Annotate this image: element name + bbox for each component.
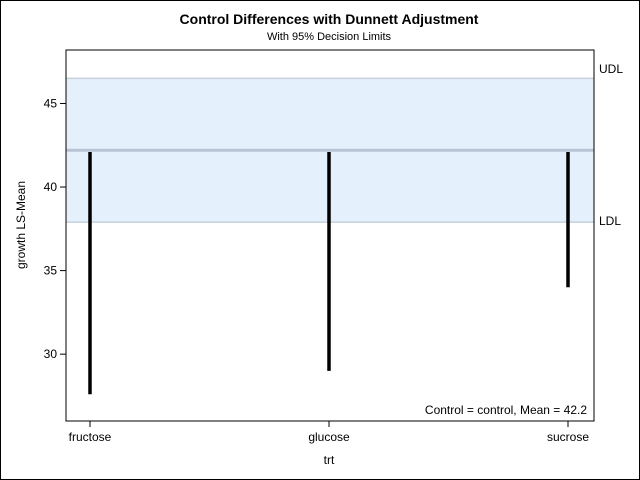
plot-area: 30 35 40 45 fructose glucose sucrose	[44, 49, 595, 444]
udl-label: UDL	[599, 62, 623, 76]
y-tick-label-35: 35	[44, 264, 58, 278]
x-tick-label-glucose: glucose	[308, 430, 350, 444]
control-mean-note: Control = control, Mean = 42.2	[425, 403, 587, 417]
chart-subtitle: With 95% Decision Limits	[267, 31, 392, 43]
chart-title: Control Differences with Dunnett Adjustm…	[180, 11, 479, 27]
y-tick-label-30: 30	[44, 347, 58, 361]
y-tick-label-45: 45	[44, 96, 58, 110]
plot-frame	[65, 49, 595, 422]
x-axis-label: trt	[324, 453, 335, 467]
x-tick-label-sucrose: sucrose	[547, 430, 589, 444]
y-axis-label: growth LS-Mean	[14, 181, 28, 269]
x-tick-label-fructose: fructose	[69, 430, 112, 444]
y-tick-label-40: 40	[44, 180, 58, 194]
ldl-label: LDL	[599, 214, 621, 228]
